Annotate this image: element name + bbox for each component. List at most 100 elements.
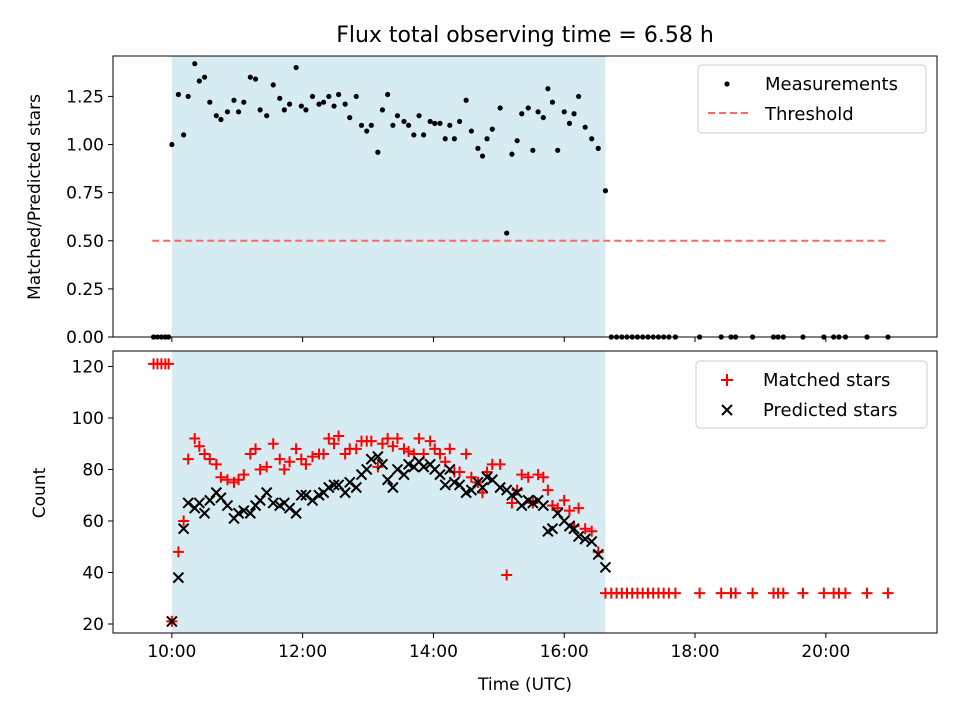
measurement-point	[241, 99, 247, 105]
measurement-point	[368, 122, 374, 128]
predicted-star-point	[444, 463, 456, 476]
matched-star-point	[558, 494, 570, 506]
predicted-star-point	[434, 468, 446, 481]
measurement-point	[309, 93, 316, 100]
bottom-ytick-label: 100	[72, 409, 104, 429]
predicted-star-point	[511, 486, 523, 499]
predicted-star-point	[166, 615, 178, 628]
matched-star-point	[163, 358, 175, 370]
matched-star-point	[306, 451, 318, 463]
bottom-xtick-label: 10:00	[147, 642, 196, 662]
measurement-point	[555, 147, 561, 153]
measurement-point	[181, 132, 187, 138]
measurements-series	[150, 61, 891, 340]
matched-star-point	[839, 587, 851, 599]
measurement-point	[218, 116, 224, 123]
predicted-star-point	[244, 507, 257, 519]
matched-star-point	[506, 497, 518, 509]
matched-star-point	[172, 546, 184, 558]
measurement-point	[252, 76, 259, 82]
measurement-point	[571, 111, 577, 117]
measurement-point	[457, 118, 463, 125]
top-ytick-label: 1.00	[66, 136, 104, 156]
predicted-star-point	[221, 499, 234, 512]
bottom-y-axis-ticks: 20 40 60 80 100 120	[72, 357, 113, 635]
measurement-point	[385, 91, 391, 98]
predicted-star-point	[572, 530, 585, 543]
matched-star-point	[861, 587, 873, 599]
measurement-point	[235, 109, 242, 115]
measurement-point	[169, 141, 175, 148]
measurement-point	[298, 103, 304, 109]
matched-star-point	[522, 471, 534, 483]
measurement-point	[545, 86, 551, 92]
bottom-legend: Matched stars Predicted stars	[695, 360, 928, 429]
measurement-point	[497, 105, 503, 111]
measurement-point	[336, 91, 342, 98]
matched-star-point	[189, 433, 201, 445]
predicted-star-point	[585, 535, 598, 548]
matched-star-point	[250, 443, 262, 455]
matched-star-point	[238, 469, 250, 481]
top-legend: Measurements Threshold	[697, 64, 927, 134]
measurement-point	[201, 74, 208, 80]
predicted-star-point	[579, 533, 591, 545]
predicted-star-point	[198, 507, 211, 519]
top-y-axis-label: Matched/Predicted stars	[25, 94, 45, 300]
matched-star-point	[413, 433, 425, 445]
measurement-point	[213, 113, 219, 119]
bottom-xtick-label: 20:00	[801, 642, 850, 662]
matched-star-point	[391, 433, 403, 445]
matched-star-point	[215, 471, 227, 483]
legend-predicted-marker	[721, 404, 733, 416]
legend-predicted-label: Predicted stars	[763, 400, 897, 421]
measurement-point	[479, 153, 486, 159]
predicted-star-point	[350, 481, 362, 494]
matched-star-point	[261, 461, 273, 473]
measurement-point	[364, 128, 370, 134]
predicted-star-point	[290, 507, 302, 519]
matched-star-point	[333, 430, 345, 442]
measurement-point	[509, 151, 515, 157]
predicted-star-point	[417, 461, 430, 473]
measurement-point	[277, 95, 283, 101]
top-ytick-label: 0.50	[66, 232, 104, 252]
matched-star-point	[284, 456, 296, 468]
bottom-x-axis-ticks: 10:00 12:00 14:00 16:00 18:00 20:00	[147, 633, 850, 662]
matched-star-point	[715, 587, 727, 599]
measurement-point	[475, 145, 481, 151]
measurement-point	[185, 93, 191, 100]
matched-star-point	[777, 587, 789, 599]
predicted-star-point	[372, 450, 384, 463]
matched-star-point	[516, 469, 528, 481]
predicted-star-point	[494, 481, 506, 494]
measurement-point	[416, 113, 422, 119]
matched-star-point	[444, 443, 456, 455]
measurement-point	[411, 132, 417, 138]
measurement-point	[257, 107, 263, 113]
measurement-point	[281, 107, 287, 113]
bottom-ytick-label: 20	[82, 615, 104, 635]
measurement-point	[401, 118, 407, 125]
predicted-star-point	[238, 504, 250, 517]
measurement-point	[270, 82, 276, 88]
measurement-point	[231, 97, 237, 103]
predicted-star-point	[361, 463, 373, 476]
measurement-point	[519, 111, 525, 117]
top-axes-frame	[112, 55, 938, 338]
predicted-star-point	[537, 499, 550, 512]
measurement-point	[540, 114, 546, 121]
legend-threshold-label: Threshold	[764, 104, 854, 125]
measurement-point	[489, 126, 495, 132]
bottom-y-axis-label: Count	[30, 467, 50, 518]
legend-matched-marker	[721, 374, 733, 386]
bottom-xtick-label: 14:00	[409, 642, 458, 662]
bottom-xtick-label: 12:00	[278, 642, 327, 662]
matched-star-point	[429, 443, 441, 455]
top-ytick-label: 0.00	[66, 328, 104, 348]
matched-star-point	[494, 458, 506, 470]
predicted-star-point	[193, 497, 206, 509]
predicted-star-point	[172, 571, 185, 584]
measurement-point	[331, 103, 337, 109]
